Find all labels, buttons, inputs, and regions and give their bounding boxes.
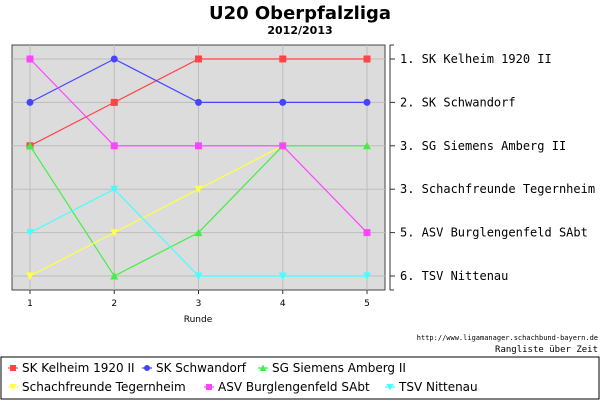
data-point	[110, 185, 119, 194]
legend-item: SK Schwandorf	[142, 361, 247, 375]
rank-label: 6. TSV Nittenau	[400, 269, 508, 283]
legend-marker	[259, 364, 267, 371]
data-point	[279, 142, 287, 150]
data-point	[110, 272, 119, 280]
data-point	[26, 229, 34, 237]
series-layer	[26, 55, 371, 280]
x-axis-title: Runde	[184, 315, 213, 325]
chart-subtitle: 2012/2013	[267, 24, 332, 37]
data-point	[363, 229, 371, 237]
rank-label: 2. SK Schwandorf	[400, 95, 516, 109]
legend-label: SK Schwandorf	[156, 361, 247, 375]
data-point	[110, 229, 119, 237]
rank-label: 3. SG Siemens Amberg II	[400, 139, 566, 153]
rank-labels: 1. SK Kelheim 1920 II 2. SK Schwandorf 3. …	[400, 52, 595, 283]
legend-box	[0, 356, 600, 400]
data-point	[26, 55, 34, 63]
x-tick-label: 4	[280, 299, 286, 309]
legend-item: SK Kelheim 1920 II	[8, 361, 135, 375]
data-point	[195, 142, 202, 150]
legend-marker	[9, 384, 17, 391]
source-url: http://www.ligamanager.schachbund-bayern…	[417, 334, 598, 342]
data-point	[26, 98, 34, 106]
series-line	[29, 145, 284, 277]
legend: SK Kelheim 1920 II SK Schwandorf SG Siemen…	[8, 361, 478, 394]
legend-marker	[144, 365, 150, 371]
rank-label: 3. Schachfreunde Tegernheim	[400, 182, 595, 196]
rank-label: 5. ASV Burglengenfeld SAbt	[400, 226, 588, 240]
series-1	[26, 55, 371, 106]
legend-item: TSV Nittenau	[385, 380, 478, 394]
data-point	[26, 272, 34, 280]
data-point	[195, 55, 202, 63]
legend-item: Schachfreunde Tegernheim	[8, 380, 186, 394]
data-point	[363, 272, 371, 280]
data-point	[279, 98, 287, 106]
x-tick-label: 1	[27, 299, 33, 309]
data-point	[110, 55, 118, 63]
legend-item: SG Siemens Amberg II	[258, 361, 406, 375]
legend-marker	[206, 384, 212, 390]
x-axis: 1 2 3 4 5	[27, 290, 370, 309]
legend-label: SG Siemens Amberg II	[272, 361, 406, 375]
legend-label: SK Kelheim 1920 II	[22, 361, 135, 375]
legend-item: ASV Burglengenfeld SAbt	[204, 380, 370, 394]
legend-label: Schachfreunde Tegernheim	[22, 380, 186, 394]
rank-label: 1. SK Kelheim 1920 II	[400, 52, 552, 66]
x-tick-label: 3	[196, 299, 202, 309]
chart-caption: Rangliste über Zeit	[495, 345, 598, 355]
data-point	[363, 55, 371, 63]
chart-title: U20 Oberpfalzliga	[209, 3, 391, 24]
data-point	[363, 141, 371, 150]
data-point	[110, 98, 118, 106]
data-point	[194, 185, 203, 194]
data-point	[278, 272, 287, 280]
right-axis	[389, 44, 395, 291]
legend-marker	[386, 384, 394, 391]
legend-label: ASV Burglengenfeld SAbt	[218, 380, 370, 394]
series-5	[26, 185, 371, 280]
data-point	[194, 228, 203, 237]
data-point	[194, 272, 203, 280]
legend-marker	[10, 365, 16, 371]
x-tick-label: 5	[364, 299, 370, 309]
data-point	[279, 55, 287, 63]
data-point	[195, 98, 202, 106]
series-4	[26, 55, 371, 237]
legend-label: TSV Nittenau	[398, 380, 478, 394]
data-point	[110, 142, 118, 150]
x-tick-label: 2	[111, 299, 117, 309]
data-point	[363, 98, 371, 106]
data-point	[26, 141, 34, 150]
